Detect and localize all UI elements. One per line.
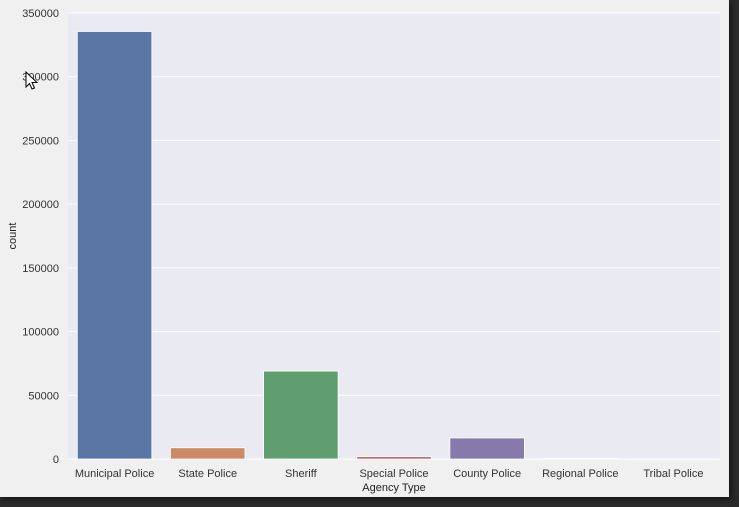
plot-area — [68, 13, 720, 459]
bar-state-police — [170, 447, 246, 460]
bar-sheriff — [263, 370, 339, 460]
figure-window: 0 50000 100000 150000 200000 250000 300000 3500… — [0, 0, 729, 497]
x-tick-label: Sheriff — [285, 468, 318, 480]
mouse-pointer-icon — [25, 71, 39, 90]
x-tick-label: State Police — [178, 468, 237, 480]
x-tick-label: Municipal Police — [75, 468, 154, 480]
x-tick-label: Special Police — [359, 468, 428, 480]
y-tick-label: 200000 — [22, 199, 59, 211]
y-tick-label: 250000 — [22, 135, 59, 147]
bar-municipal-police — [76, 31, 153, 460]
x-tick-label: County Police — [453, 468, 521, 480]
y-tick-label: 100000 — [22, 327, 59, 339]
y-tick-label: 150000 — [22, 263, 59, 275]
x-axis-title: Agency Type — [362, 482, 425, 494]
bar-county-police — [449, 437, 525, 460]
y-tick-labels: 0500001000001500002000002500003000003500… — [22, 8, 59, 466]
y-tick-label: 50000 — [28, 390, 59, 402]
x-tick-label: Tribal Police — [643, 468, 703, 480]
bars — [76, 31, 712, 460]
x-tick-label: Regional Police — [542, 468, 618, 480]
bar-special-police — [356, 456, 432, 460]
y-tick-label: 0 — [53, 454, 59, 466]
bar-chart: 0500001000001500002000002500003000003500… — [7, 8, 720, 494]
y-axis-title: count — [7, 223, 19, 250]
y-tick-label: 350000 — [22, 8, 59, 20]
gridlines — [68, 12, 720, 460]
x-tick-labels: Municipal Police State Police Sheriff Speci… — [75, 468, 704, 480]
